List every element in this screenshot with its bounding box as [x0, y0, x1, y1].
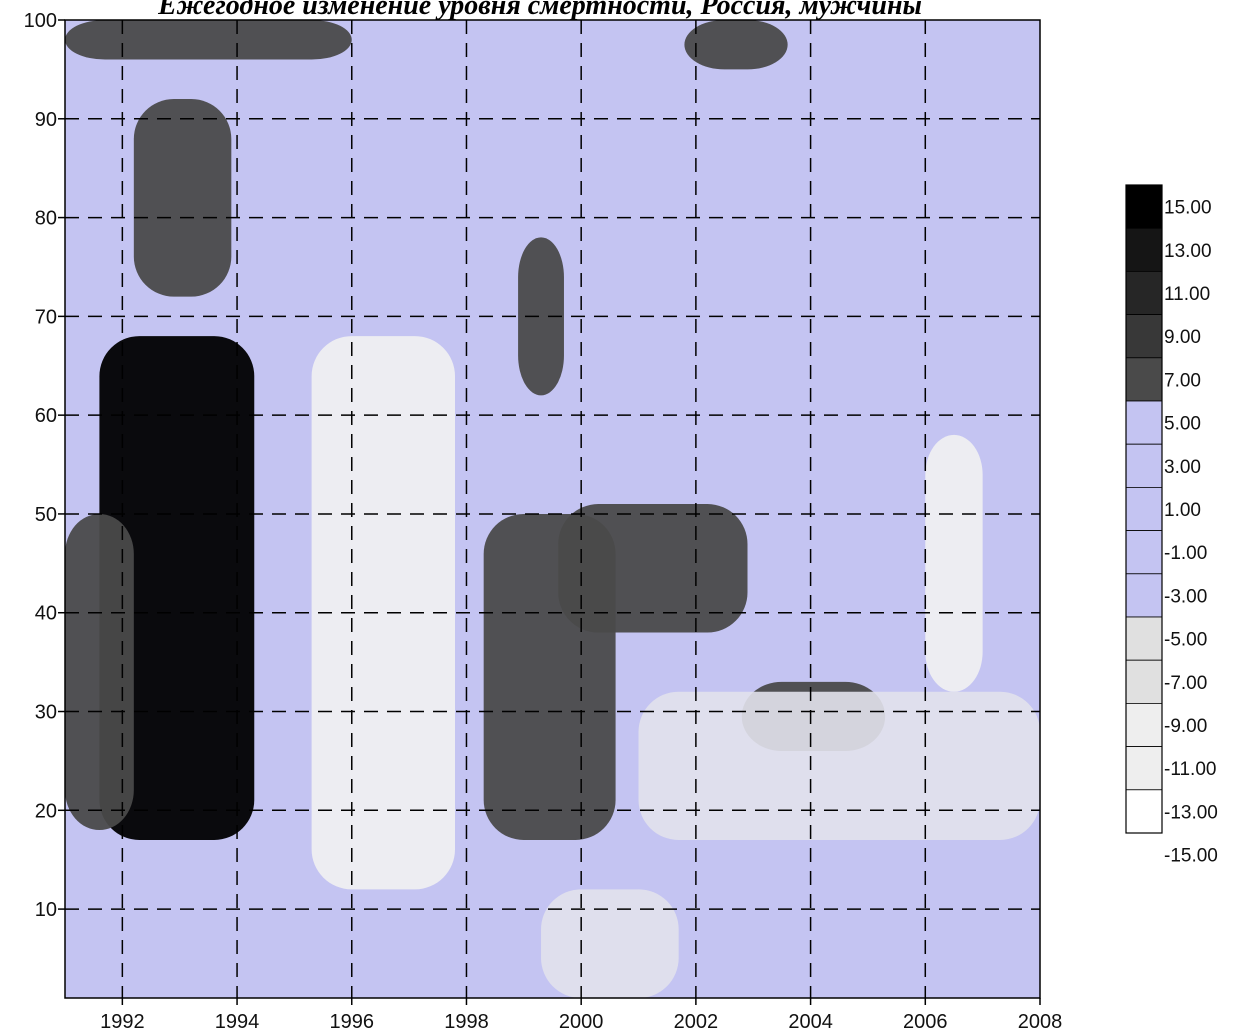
colorbar-label-12: -9.00 — [1164, 716, 1207, 737]
y-axis: 10 20 30 40 50 60 70 80 90 100 — [24, 10, 65, 921]
region-6 — [518, 237, 564, 396]
colorbar-band-2 — [1125, 270, 1163, 315]
plot-area — [64, 19, 1041, 999]
colorbar-label-13: -11.00 — [1164, 759, 1216, 780]
y-tick-label-10: 10 — [35, 899, 57, 921]
colorbar-band-13 — [1125, 746, 1163, 791]
colorbar-band-8 — [1125, 530, 1163, 575]
x-tick-label-2008: 2008 — [1018, 1011, 1063, 1032]
grid-layer — [65, 20, 1040, 998]
region-7 — [65, 20, 352, 60]
colorbar-label-6: 3.00 — [1164, 457, 1201, 478]
colorbar-label-0: 15.00 — [1164, 198, 1212, 219]
colorbar-label-1: 13.00 — [1164, 241, 1212, 262]
region-12 — [541, 889, 679, 998]
x-tick-label-2000: 2000 — [559, 1011, 604, 1032]
region-0 — [99, 336, 255, 840]
y-tick-label-20: 20 — [35, 800, 57, 822]
colorbar-label-15: -15.00 — [1164, 846, 1218, 867]
colorbar-band-7 — [1125, 486, 1163, 531]
x-tick-label-1992: 1992 — [100, 1011, 145, 1032]
colorbar-label-9: -3.00 — [1164, 586, 1207, 607]
y-tick-label-30: 30 — [35, 702, 57, 724]
colorbar-band-1 — [1125, 227, 1163, 272]
y-tick-label-80: 80 — [35, 208, 57, 230]
region-2 — [133, 99, 232, 297]
y-tick-label-100: 100 — [24, 10, 57, 32]
region-1 — [65, 513, 134, 831]
chart-title: Ежегодное изменение уровня смертности, Р… — [157, 0, 922, 21]
x-axis: 1992 1994 1996 1998 2000 2002 2004 2006 2008 — [100, 998, 1062, 1032]
x-tick-label-1998: 1998 — [444, 1011, 489, 1032]
colorbar-label-5: 5.00 — [1164, 414, 1201, 435]
colorbar-band-3 — [1125, 314, 1163, 359]
region-11 — [638, 691, 1040, 840]
colorbar-band-6 — [1125, 443, 1163, 488]
region-8 — [684, 20, 788, 70]
y-tick-label-90: 90 — [35, 109, 57, 131]
x-tick-label-1994: 1994 — [215, 1011, 260, 1032]
x-tick-label-1996: 1996 — [330, 1011, 375, 1032]
region-4 — [558, 504, 748, 633]
colorbar-band-9 — [1125, 573, 1163, 618]
y-tick-label-70: 70 — [35, 306, 57, 328]
y-tick-label-50: 50 — [35, 504, 57, 526]
colorbar-band-4 — [1125, 357, 1163, 402]
colorbar-band-5 — [1125, 400, 1163, 445]
region-10 — [925, 434, 983, 692]
region-9 — [311, 336, 455, 890]
plot-frame — [64, 19, 1041, 999]
colorbar-label-2: 11.00 — [1164, 284, 1210, 305]
colorbar-frame — [1125, 184, 1163, 834]
colorbar-band-12 — [1125, 703, 1163, 748]
colorbar-label-3: 9.00 — [1164, 327, 1201, 348]
colorbar-band-11 — [1125, 659, 1163, 704]
colorbar-label-11: -7.00 — [1164, 673, 1207, 694]
x-tick-label-2002: 2002 — [674, 1011, 719, 1032]
colorbar-band-14 — [1125, 789, 1163, 834]
colorbar-label-4: 7.00 — [1164, 370, 1201, 391]
colorbar-label-10: -5.00 — [1164, 630, 1207, 651]
x-tick-label-2004: 2004 — [788, 1011, 833, 1032]
colorbar-label-7: 1.00 — [1164, 500, 1201, 521]
regions-layer — [65, 20, 1040, 998]
colorbar: 15.00 13.00 11.00 9.00 7.00 5.00 3.00 1.00 -1.00… — [1125, 184, 1218, 867]
y-tick-label-40: 40 — [35, 603, 57, 625]
x-tick-label-2006: 2006 — [903, 1011, 948, 1032]
colorbar-label-14: -13.00 — [1164, 802, 1218, 823]
colorbar-band-0 — [1125, 184, 1163, 229]
colorbar-band-10 — [1125, 616, 1163, 661]
colorbar-label-8: -1.00 — [1164, 543, 1207, 564]
y-tick-label-60: 60 — [35, 405, 57, 427]
